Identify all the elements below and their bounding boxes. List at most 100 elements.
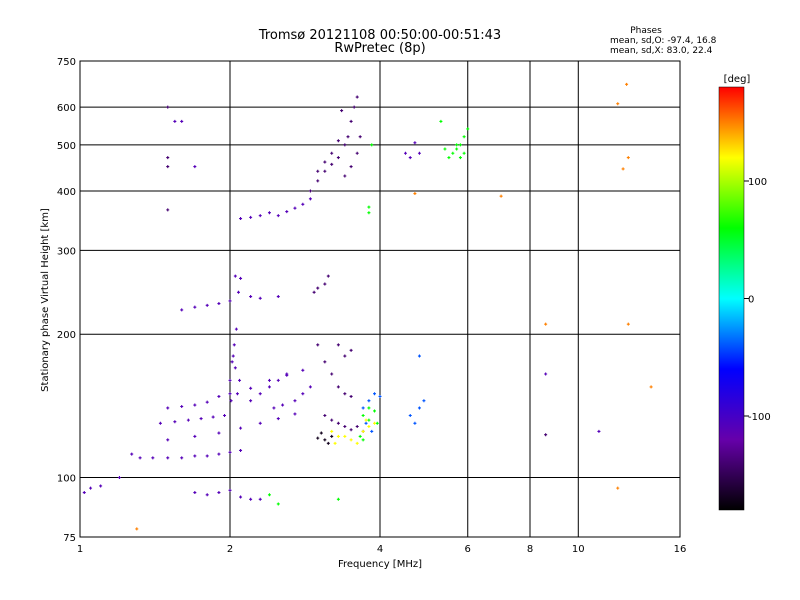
- data-point: [258, 214, 262, 218]
- data-point: [234, 327, 238, 331]
- colorbar-ticks: 100 0 -100: [744, 177, 771, 423]
- data-point: [323, 169, 327, 173]
- data-point: [276, 214, 280, 218]
- data-point: [458, 156, 462, 160]
- data-point: [403, 151, 407, 155]
- data-point: [276, 502, 280, 506]
- data-point: [267, 385, 271, 389]
- data-point: [312, 290, 316, 294]
- data-point: [462, 135, 466, 139]
- data-point: [228, 378, 232, 382]
- data-point: [217, 394, 221, 398]
- data-point: [138, 456, 142, 460]
- data-point: [232, 343, 236, 347]
- data-point: [258, 497, 262, 501]
- data-point: [343, 424, 347, 428]
- data-point: [367, 424, 371, 428]
- data-point: [330, 372, 334, 376]
- plot-frame: [79, 60, 681, 538]
- data-point: [375, 421, 379, 425]
- data-point: [233, 274, 237, 278]
- data-point: [239, 448, 243, 452]
- data-point: [422, 399, 426, 403]
- data-point: [249, 497, 253, 501]
- data-point: [323, 438, 327, 442]
- data-point: [378, 394, 382, 398]
- data-point: [326, 441, 330, 445]
- data-point: [439, 119, 443, 123]
- data-point: [625, 82, 629, 86]
- data-point: [367, 399, 371, 403]
- data-point: [308, 197, 312, 201]
- data-point: [333, 441, 337, 445]
- data-point: [323, 360, 327, 364]
- data-point: [544, 433, 548, 437]
- data-point: [361, 406, 365, 410]
- data-point: [499, 194, 503, 198]
- data-point: [211, 415, 215, 419]
- data-point: [373, 409, 377, 413]
- data-point: [367, 406, 371, 410]
- data-point: [349, 119, 353, 123]
- data-point: [180, 456, 184, 460]
- data-point: [466, 127, 470, 131]
- data-point: [238, 378, 242, 382]
- data-point: [223, 413, 227, 417]
- data-point: [336, 421, 340, 425]
- data-point: [193, 491, 197, 495]
- data-point: [373, 392, 377, 396]
- phases-heading: Phases: [630, 26, 662, 36]
- data-point: [343, 174, 347, 178]
- data-point: [616, 102, 620, 106]
- x-axis-ticks: 1 2 4 6 8 10 16: [77, 544, 687, 555]
- data-point: [316, 343, 320, 347]
- y-axis-label: Stationary phase Virtual Height [km]: [40, 208, 51, 392]
- data-point: [285, 372, 289, 376]
- y-axis-ticks: 75 100 200 300 400 500 600 750: [57, 57, 76, 544]
- data-point: [231, 354, 235, 358]
- data-point: [349, 438, 353, 442]
- data-point: [151, 456, 155, 460]
- data-point: [272, 406, 276, 410]
- data-point: [82, 491, 86, 495]
- data-point: [173, 119, 177, 123]
- data-point: [343, 392, 347, 396]
- data-point: [462, 151, 466, 155]
- data-point: [349, 348, 353, 352]
- data-point: [330, 151, 334, 155]
- data-point: [166, 406, 170, 410]
- colorbar-tick-label: 100: [748, 177, 767, 188]
- data-point: [367, 205, 371, 209]
- data-point: [616, 486, 620, 490]
- data-point: [205, 400, 209, 404]
- data-point: [180, 308, 184, 312]
- colorbar-label: [deg]: [724, 74, 751, 85]
- data-point: [267, 211, 271, 215]
- data-point: [281, 403, 285, 407]
- chart-subtitle: RwPretec (8p): [334, 41, 425, 56]
- chart-title: Tromsø 20121108 00:50:00-00:51:43: [258, 28, 501, 43]
- data-point: [166, 105, 170, 109]
- data-point: [361, 438, 365, 442]
- data-point: [349, 428, 353, 432]
- data-point: [293, 399, 297, 403]
- data-point: [135, 527, 139, 531]
- data-point: [447, 156, 451, 160]
- data-point: [239, 426, 243, 430]
- data-point: [205, 454, 209, 458]
- data-point: [166, 208, 170, 212]
- data-point: [417, 354, 421, 358]
- data-point: [301, 392, 305, 396]
- data-point: [301, 368, 305, 372]
- data-point: [276, 417, 280, 421]
- data-point: [158, 421, 162, 425]
- data-point: [336, 497, 340, 501]
- data-point: [358, 434, 362, 438]
- data-point: [370, 143, 374, 147]
- data-point: [229, 399, 233, 403]
- data-point: [228, 392, 232, 396]
- x-tick-label: 6: [465, 544, 471, 555]
- data-point: [89, 486, 93, 490]
- data-point: [346, 135, 350, 139]
- data-point: [235, 392, 239, 396]
